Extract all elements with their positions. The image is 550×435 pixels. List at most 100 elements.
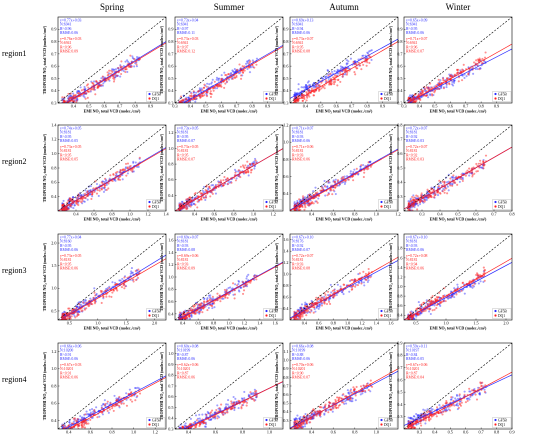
point-dq1 <box>314 89 317 92</box>
point-gf5b <box>452 176 455 179</box>
series-dq1 <box>407 154 488 211</box>
point-gf5b <box>296 91 299 94</box>
series-dq1 <box>293 161 373 214</box>
point-gf5b <box>409 94 412 97</box>
x-tick-label: 0.5 <box>413 321 418 326</box>
point-gf5b <box>324 75 327 78</box>
point-gf5b <box>249 66 252 69</box>
legend-label-gf5b: GF5B <box>498 200 507 204</box>
point-dq1 <box>68 97 71 100</box>
y-tick-label: 0.3 <box>397 194 402 199</box>
stat-line: R²:0.95 <box>60 153 71 157</box>
point-gf5b <box>235 177 238 180</box>
point-gf5b <box>184 104 186 106</box>
point-dq1 <box>62 108 64 110</box>
y-tick-label: 0.6 <box>397 303 402 308</box>
point-gf5b <box>119 279 122 282</box>
point-dq1 <box>181 105 183 107</box>
point-dq1 <box>79 305 82 308</box>
point-gf5b <box>84 189 87 192</box>
point-dq1 <box>438 179 441 182</box>
point-gf5b <box>82 94 85 97</box>
scatter-points <box>58 234 166 320</box>
point-dq1 <box>119 171 122 174</box>
y-tick-label: 0.7 <box>283 51 288 56</box>
x-tick-label: 0.6 <box>448 104 453 109</box>
x-tick-label: 0.7 <box>463 104 468 109</box>
point-dq1 <box>82 301 85 304</box>
point-dq1 <box>294 212 296 214</box>
y-tick-label: 1.4 <box>397 265 403 270</box>
point-gf5b <box>87 412 90 415</box>
point-gf5b <box>69 94 72 97</box>
stat-line: R²:0.95 <box>406 27 417 31</box>
x-axis-label: EMI NO₂ total VCD (molec./cm²) <box>201 326 258 331</box>
point-dq1 <box>217 183 220 186</box>
legend-label-gf5b: GF5B <box>269 200 278 204</box>
point-gf5b <box>357 58 360 61</box>
point-gf5b <box>347 67 350 70</box>
stat-line: R²:0.97 <box>177 45 188 49</box>
point-dq1 <box>298 198 301 201</box>
y-tick-label: 0.5 <box>51 308 56 313</box>
point-dq1 <box>252 162 255 166</box>
y-tick-label: 0.4 <box>397 313 403 318</box>
legend-label-gf5b: GF5B <box>152 309 161 313</box>
fit-line-dq1 <box>175 148 283 211</box>
point-dq1 <box>61 109 63 111</box>
point-gf5b <box>95 182 99 186</box>
legend-box <box>263 199 283 210</box>
legend-label-dq1: DQ1 <box>498 97 505 101</box>
stat-line: y=0.72x+0.08 <box>406 254 427 258</box>
fit-line-gf5b <box>290 260 398 319</box>
y-axis-label: TROPOMI NO₂ total VCD (molec./cm²) <box>159 25 164 94</box>
point-dq1 <box>105 295 108 298</box>
point-gf5b <box>247 164 250 167</box>
point-gf5b <box>314 310 317 313</box>
point-gf5b <box>178 103 180 105</box>
y-tick-label: 0.6 <box>283 64 288 69</box>
point-dq1 <box>430 296 433 299</box>
point-gf5b <box>211 78 214 81</box>
y-tick-label: 0.4 <box>168 193 174 198</box>
point-dq1 <box>233 76 236 79</box>
point-gf5b <box>366 51 369 54</box>
point-gf5b <box>352 170 355 174</box>
point-dq1 <box>76 312 79 315</box>
stat-line: N:8181 <box>406 149 417 153</box>
point-dq1 <box>293 96 296 99</box>
point-gf5b <box>295 92 298 95</box>
y-axis-label: TROPOMI NO₂ total VCD (molec./cm²) <box>42 25 47 94</box>
point-gf5b <box>199 88 202 92</box>
point-dq1 <box>208 185 211 188</box>
stat-line: y=0.67x+0.10 <box>406 236 427 240</box>
point-gf5b <box>306 85 309 88</box>
point-dq1 <box>115 404 118 407</box>
point-gf5b <box>113 394 116 397</box>
point-dq1 <box>181 104 183 106</box>
point-gf5b <box>369 160 372 163</box>
panel-region2-spring: 0.4 0.6 0.8 1.0 1.2 1.40.40.60.81.01.21.4EMI … <box>42 122 170 221</box>
point-gf5b <box>101 413 104 416</box>
point-gf5b <box>451 182 454 185</box>
point-gf5b <box>72 196 75 199</box>
point-dq1 <box>179 95 183 98</box>
point-dq1 <box>356 67 359 70</box>
point-dq1 <box>467 73 470 76</box>
one-to-one-line <box>404 17 512 103</box>
x-tick-label: 0.6 <box>331 212 336 217</box>
scatter-points <box>175 125 283 211</box>
x-tick-label: 0.9 <box>380 104 385 109</box>
point-dq1 <box>104 402 107 405</box>
point-gf5b <box>208 83 211 86</box>
point-gf5b <box>343 182 346 186</box>
point-gf5b <box>451 80 454 84</box>
point-dq1 <box>408 323 410 325</box>
point-gf5b <box>361 54 364 57</box>
point-dq1 <box>84 97 87 100</box>
point-dq1 <box>300 313 303 316</box>
fit-line-dq1 <box>290 256 398 320</box>
point-gf5b <box>129 272 132 275</box>
point-dq1 <box>108 408 112 411</box>
